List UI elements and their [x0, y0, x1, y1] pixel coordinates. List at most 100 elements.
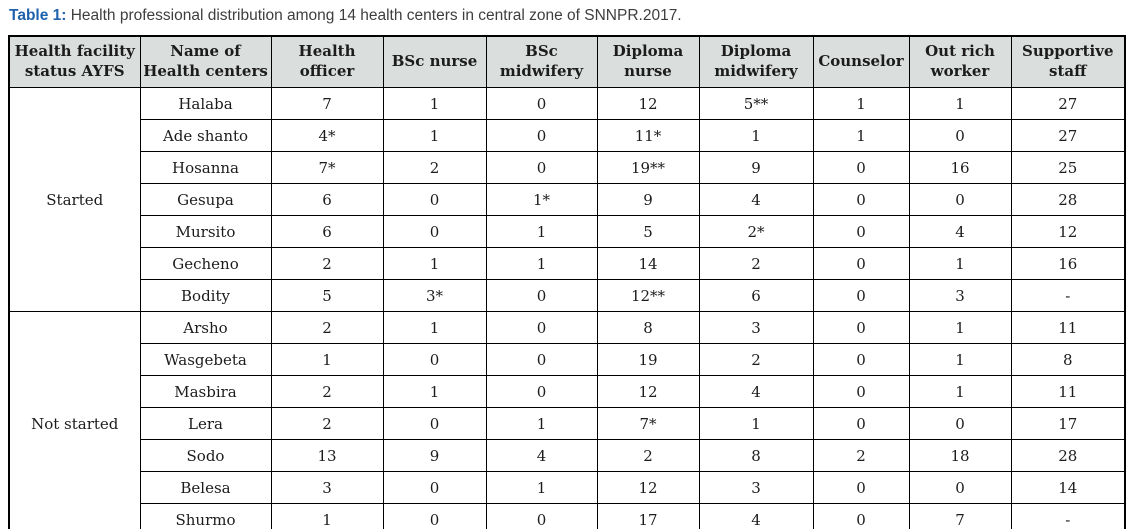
value-cell: 4 — [698, 503, 814, 529]
value-cell: 2 — [382, 151, 487, 184]
table-row: Ade shanto 4* 1 0 11* 1 1 0 27 — [9, 119, 1126, 152]
value-cell: 0 — [485, 151, 598, 184]
value-cell: 28 — [1010, 439, 1126, 472]
table-row: Hosanna 7* 2 0 19** 9 0 16 25 — [9, 151, 1126, 184]
value-cell: 9 — [596, 183, 700, 216]
column-header-8: Counselor — [812, 35, 910, 88]
value-cell: 0 — [908, 407, 1012, 440]
value-cell: 1 — [908, 247, 1012, 280]
value-cell: 3 — [698, 471, 814, 504]
value-cell: 12 — [1010, 215, 1126, 248]
value-cell: 3* — [382, 279, 487, 312]
health-center-name: Shurmo — [139, 503, 272, 529]
value-cell: 14 — [1010, 471, 1126, 504]
value-cell: 12 — [596, 375, 700, 408]
value-cell: 4 — [908, 215, 1012, 248]
value-cell: 4 — [485, 439, 598, 472]
value-cell: 1 — [485, 247, 598, 280]
value-cell: 28 — [1010, 183, 1126, 216]
value-cell: 13 — [270, 439, 384, 472]
value-cell: 0 — [908, 471, 1012, 504]
value-cell: 5** — [698, 87, 814, 120]
value-cell: 8 — [1010, 343, 1126, 376]
column-header-9: Out rich worker — [908, 35, 1012, 88]
column-header-1: Health facility status AYFS — [8, 35, 141, 88]
value-cell: 16 — [908, 151, 1012, 184]
value-cell: 0 — [485, 343, 598, 376]
value-cell: 1 — [382, 247, 487, 280]
value-cell: 1 — [908, 311, 1012, 344]
value-cell: 1 — [382, 87, 487, 120]
value-cell: 4 — [698, 375, 814, 408]
value-cell: 2 — [596, 439, 700, 472]
value-cell: 6 — [270, 215, 384, 248]
value-cell: 7 — [270, 87, 384, 120]
health-center-name: Halaba — [139, 87, 272, 120]
value-cell: 0 — [812, 311, 910, 344]
table-row: Gesupa 6 0 1* 9 4 0 0 28 — [9, 183, 1126, 216]
table-row: Shurmo 1 0 0 17 4 0 7- — [9, 503, 1126, 529]
value-cell: 0 — [812, 279, 910, 312]
column-header-7: Diploma midwifery — [698, 35, 814, 88]
value-cell: 1 — [382, 119, 487, 152]
value-cell: 1 — [485, 407, 598, 440]
value-cell: 0 — [382, 343, 487, 376]
value-cell: 1 — [812, 119, 910, 152]
column-header-4: BSc nurse — [382, 35, 487, 88]
column-header-10: Supportive staff — [1010, 35, 1126, 88]
value-cell: 2 — [698, 247, 814, 280]
value-cell: 1 — [812, 87, 910, 120]
value-cell: 1 — [908, 87, 1012, 120]
value-cell: 0 — [908, 183, 1012, 216]
table-caption: Table 1: Health professional distributio… — [9, 5, 1124, 27]
value-cell: 0 — [812, 215, 910, 248]
value-cell: 4* — [270, 119, 384, 152]
value-cell: 0 — [908, 119, 1012, 152]
status-cell: Not started — [8, 311, 141, 529]
health-center-name: Belesa — [139, 471, 272, 504]
table-head: Health facility status AYFS Name of Healt… — [8, 35, 1126, 88]
value-cell: 5 — [270, 279, 384, 312]
value-cell: 12 — [596, 471, 700, 504]
value-cell: 9 — [698, 151, 814, 184]
value-cell: 2 — [270, 247, 384, 280]
value-cell: 6 — [698, 279, 814, 312]
value-cell: 16 — [1010, 247, 1126, 280]
health-center-name: Sodo — [139, 439, 272, 472]
table-row: Sodo 13 9 4 2 8 2 18 28 — [9, 439, 1126, 472]
value-cell: 7* — [270, 151, 384, 184]
health-center-name: Mursito — [139, 215, 272, 248]
value-cell: 0 — [382, 471, 487, 504]
value-cell: 2 — [698, 343, 814, 376]
value-cell: 0 — [812, 503, 910, 529]
value-cell: 0 — [812, 375, 910, 408]
value-cell: 12 — [596, 87, 700, 120]
value-cell: 1 — [382, 375, 487, 408]
table-row: Mursito 6 0 1 5 2* 0 4 12 — [9, 215, 1126, 248]
value-cell: 0 — [485, 311, 598, 344]
value-cell: 3 — [698, 311, 814, 344]
value-cell: 0 — [382, 183, 487, 216]
value-cell: 1 — [908, 343, 1012, 376]
value-cell: 8 — [596, 311, 700, 344]
value-cell: 0 — [812, 247, 910, 280]
value-cell: 11 — [1010, 375, 1126, 408]
column-header-3: Health officer — [270, 35, 384, 88]
value-cell: 2 — [812, 439, 910, 472]
table-row: Bodity 5 3* 0 12** 6 0 3- — [9, 279, 1126, 312]
value-cell: 9 — [382, 439, 487, 472]
value-cell: 3 — [908, 279, 1012, 312]
value-cell: - — [1010, 503, 1126, 529]
value-cell: 17 — [1010, 407, 1126, 440]
value-cell: 1* — [485, 183, 598, 216]
value-cell: 19** — [596, 151, 700, 184]
value-cell: 0 — [485, 279, 598, 312]
value-cell: 8 — [698, 439, 814, 472]
health-center-name: Lera — [139, 407, 272, 440]
value-cell: 1 — [698, 407, 814, 440]
value-cell: 0 — [812, 471, 910, 504]
value-cell: 0 — [485, 375, 598, 408]
health-center-name: Ade shanto — [139, 119, 272, 152]
health-distribution-table: Health facility status AYFS Name of Healt… — [8, 35, 1126, 529]
